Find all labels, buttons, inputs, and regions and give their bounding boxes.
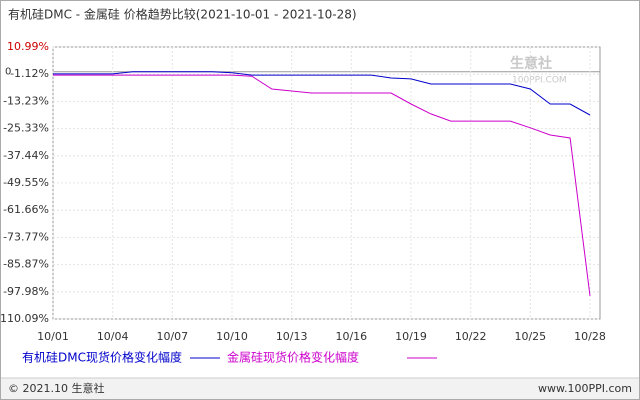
- y-tick-label: -25.33%: [3, 122, 49, 135]
- legend-label: 有机硅DMC现货价格变化幅度: [22, 350, 182, 365]
- y-tick-label: -97.98%: [3, 285, 49, 298]
- y-tick-label: -1.12%: [10, 67, 49, 80]
- x-tick-label: 10/28: [574, 330, 606, 343]
- series-line: [53, 71, 591, 116]
- series-line: [53, 74, 591, 296]
- x-tick-label: 10/13: [276, 330, 308, 343]
- zero-label: 0: [5, 67, 11, 78]
- watermark: 100PPI.COM: [512, 76, 567, 86]
- footer-right: www.100PPI.com: [538, 382, 632, 395]
- x-tick-label: 10/07: [156, 330, 188, 343]
- footer-band: [1, 378, 639, 399]
- y-tick-label: -37.44%: [3, 149, 49, 162]
- chart-title: 有机硅DMC - 金属硅 价格趋势比较(2021-10-01 - 2021-10…: [8, 7, 357, 22]
- legend-label: 金属硅现货价格变化幅度: [227, 350, 359, 365]
- footer-left: © 2021.10 生意社: [8, 381, 104, 395]
- x-tick-label: 10/16: [335, 330, 367, 343]
- watermark: 生意社: [510, 55, 552, 72]
- y-tick-label: 10.99%: [7, 40, 49, 53]
- y-tick-label: -85.87%: [3, 258, 49, 271]
- x-tick-label: 10/01: [37, 330, 69, 343]
- y-tick-label: -49.55%: [3, 176, 49, 189]
- y-tick-label: -13.23%: [3, 94, 49, 107]
- y-tick-label: -73.77%: [3, 230, 49, 243]
- x-tick-label: 10/25: [514, 330, 546, 343]
- x-tick-label: 10/10: [216, 330, 248, 343]
- x-tick-label: 10/04: [97, 330, 129, 343]
- x-tick-label: 10/22: [455, 330, 487, 343]
- x-tick-label: 10/19: [395, 330, 427, 343]
- y-tick-label: -61.66%: [3, 203, 49, 216]
- y-tick-label: -110.09%: [0, 312, 49, 325]
